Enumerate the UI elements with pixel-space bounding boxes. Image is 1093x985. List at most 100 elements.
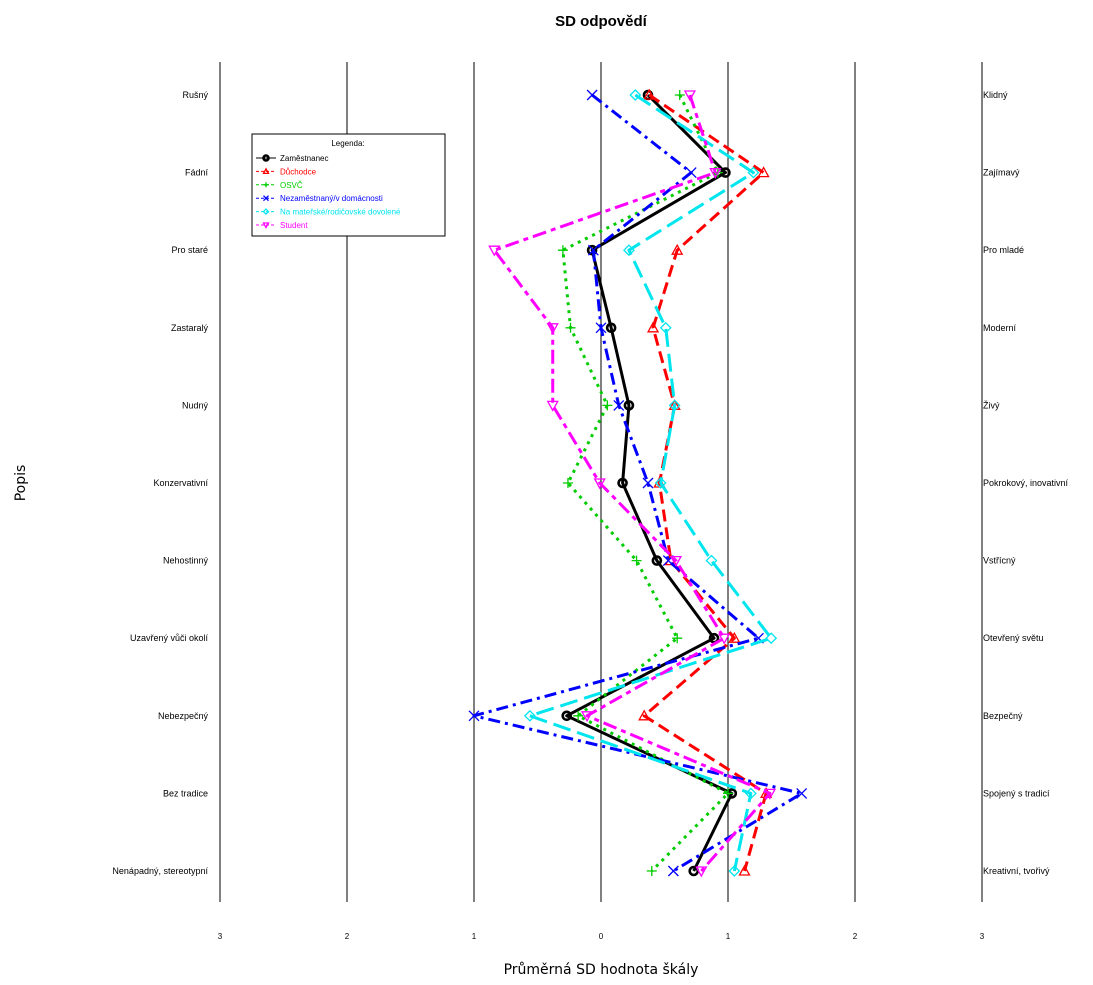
point-marker bbox=[747, 166, 760, 179]
series-1 bbox=[638, 88, 773, 876]
point-marker bbox=[638, 709, 651, 721]
legend-label: Zaměstnanec bbox=[280, 154, 328, 163]
series-line bbox=[565, 93, 734, 872]
y-axis-label: Popis bbox=[13, 465, 29, 502]
left-category-label: Rušný bbox=[182, 90, 208, 100]
point-marker bbox=[580, 711, 594, 723]
left-category-label: Bez tradice bbox=[163, 788, 208, 798]
point-marker bbox=[688, 865, 700, 877]
x-tick-label: 3 bbox=[218, 932, 223, 941]
point-marker bbox=[695, 866, 708, 878]
legend-label: OSVČ bbox=[280, 181, 303, 190]
x-axis-label: Průměrná SD hodnota škály bbox=[504, 962, 699, 978]
point-marker bbox=[671, 243, 684, 255]
legend-label: Student bbox=[280, 221, 308, 230]
left-category-label: Zastaralý bbox=[171, 323, 209, 333]
x-tick-label: 3 bbox=[980, 932, 985, 941]
point-marker bbox=[262, 167, 270, 175]
point-marker bbox=[565, 322, 576, 333]
series-3 bbox=[468, 89, 808, 877]
point-marker bbox=[587, 244, 599, 256]
point-marker bbox=[605, 322, 617, 334]
legend-label: Důchodce bbox=[280, 167, 317, 176]
point-marker bbox=[631, 555, 642, 566]
right-category-label: Kreativní, tvořivý bbox=[983, 866, 1050, 876]
legend-box bbox=[251, 133, 446, 237]
point-marker bbox=[672, 633, 683, 644]
point-marker bbox=[613, 399, 625, 411]
point-marker bbox=[757, 166, 770, 178]
x-tick-label: 2 bbox=[853, 932, 858, 941]
point-marker bbox=[744, 787, 757, 800]
point-marker bbox=[468, 710, 480, 722]
point-marker bbox=[623, 400, 635, 411]
point-marker bbox=[642, 477, 654, 489]
x-tick-label: 1 bbox=[472, 932, 477, 941]
right-category-label: Zajímavý bbox=[983, 168, 1020, 178]
right-category-label: Otevřený světu bbox=[983, 633, 1044, 643]
series-5 bbox=[488, 90, 777, 878]
point-marker bbox=[623, 244, 635, 257]
point-marker bbox=[659, 321, 672, 334]
series-0 bbox=[561, 89, 738, 877]
left-category-label: Nehostinný bbox=[163, 556, 209, 566]
point-marker bbox=[654, 477, 667, 489]
point-marker bbox=[667, 865, 679, 877]
point-marker bbox=[674, 90, 685, 100]
x-tick-labels: 3 2 1 0 1 2 3 bbox=[218, 932, 985, 941]
right-category-labels: Klidný Zajímavý Pro mladé Moderní Živý Pokrok… bbox=[983, 90, 1069, 876]
point-marker bbox=[765, 632, 778, 645]
point-marker bbox=[705, 554, 718, 567]
series-4 bbox=[523, 89, 778, 877]
point-marker bbox=[668, 399, 681, 412]
point-marker bbox=[683, 90, 697, 102]
left-category-label: Uzavřený vůči okolí bbox=[130, 633, 209, 643]
x-tick-label: 0 bbox=[599, 932, 604, 941]
point-marker bbox=[557, 245, 568, 256]
point-marker bbox=[593, 478, 606, 490]
point-marker bbox=[669, 555, 683, 567]
legend-title: Legenda: bbox=[331, 139, 364, 148]
series-line bbox=[561, 94, 730, 873]
point-marker bbox=[263, 182, 269, 188]
left-category-label: Konzervativní bbox=[153, 478, 208, 488]
left-category-label: Fádní bbox=[185, 168, 209, 178]
point-marker bbox=[617, 477, 628, 489]
point-marker bbox=[643, 88, 656, 100]
legend-label: Na mateřské/rodičovské dovolené bbox=[280, 208, 401, 217]
point-marker bbox=[728, 631, 741, 643]
right-category-label: Pro mladé bbox=[983, 245, 1024, 255]
point-marker bbox=[586, 244, 598, 256]
left-category-label: Nudný bbox=[182, 400, 209, 410]
point-marker bbox=[586, 89, 598, 101]
point-marker bbox=[602, 400, 613, 411]
legend: Legenda:Zaměstnanec Důchodce OSVČ Nezaměstn… bbox=[251, 133, 446, 237]
series-line bbox=[528, 93, 773, 872]
point-marker bbox=[796, 787, 808, 799]
point-marker bbox=[262, 222, 270, 229]
left-category-label: Pro staré bbox=[171, 245, 208, 255]
left-category-labels: Rušný Fádní Pro staré Zastaralý Nudný Konzerv… bbox=[112, 90, 208, 876]
point-marker bbox=[651, 555, 663, 566]
left-category-label: Nenápadný, stereotypní bbox=[112, 866, 208, 876]
point-marker bbox=[573, 710, 584, 721]
right-category-label: Moderní bbox=[983, 323, 1017, 333]
left-category-label: Nebezpečný bbox=[158, 711, 209, 721]
point-marker bbox=[685, 167, 697, 179]
point-marker bbox=[546, 323, 559, 335]
point-marker bbox=[709, 167, 722, 179]
point-marker bbox=[488, 245, 501, 257]
point-marker bbox=[561, 710, 573, 722]
right-category-label: Živý bbox=[983, 400, 1000, 410]
point-marker bbox=[595, 322, 607, 334]
right-category-label: Vstřícný bbox=[983, 556, 1016, 566]
legend-label: Nezaměstnaný/v domácnosti bbox=[280, 194, 383, 203]
point-marker bbox=[546, 400, 559, 412]
series-line bbox=[472, 93, 804, 873]
right-category-label: Spojený s tradicí bbox=[983, 788, 1050, 798]
point-marker bbox=[263, 195, 269, 202]
point-marker bbox=[708, 632, 720, 644]
series-group bbox=[468, 88, 808, 878]
x-tick-label: 1 bbox=[726, 932, 731, 941]
